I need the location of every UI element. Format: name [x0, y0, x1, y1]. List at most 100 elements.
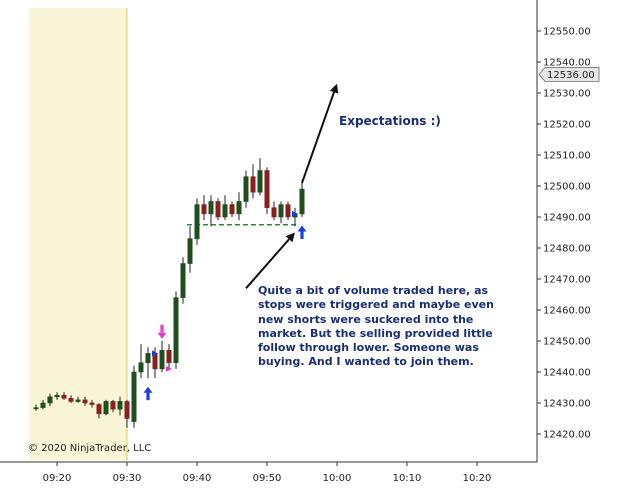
sell-arrow-head [157, 332, 167, 339]
annotation-arrows [245, 83, 339, 289]
price-tick-label: 12430.00 [543, 399, 591, 410]
pointer-shaft [245, 238, 290, 289]
candle-body-up [117, 401, 123, 410]
price-marker-label: 12536.00 [547, 70, 595, 81]
buy-signal-arrow [143, 386, 153, 401]
candle [278, 201, 284, 224]
candle-body-down [250, 176, 256, 193]
candle [33, 404, 39, 411]
price-axis: 12550.00 12540.00 12530.00 12520.00 12510.00… [536, 0, 591, 462]
candle-body-up [40, 402, 46, 408]
price-marker-box [538, 67, 600, 82]
candle-body-down [152, 353, 158, 370]
candle [243, 170, 249, 208]
candle [61, 392, 67, 400]
candle [82, 396, 88, 407]
annotation-volume-note: Quite a bit of volume traded here, as st… [258, 284, 518, 370]
candle-body-up [75, 399, 81, 402]
time-tick-label: 10:10 [393, 473, 422, 484]
price-tick-label: 12530.00 [543, 89, 591, 100]
candle [96, 403, 102, 419]
candle [145, 347, 151, 379]
candle-body-up [194, 204, 200, 240]
annotation-line: Quite a bit of volume traded here, as [258, 284, 489, 297]
candle [222, 195, 228, 221]
candle-body-up [180, 263, 186, 298]
candle [110, 399, 116, 413]
candle [271, 201, 277, 221]
buy-arrow-head [297, 225, 307, 232]
price-tick-label: 12420.00 [543, 430, 591, 441]
time-tick-label: 10:00 [323, 473, 352, 484]
execution-marker [292, 210, 298, 217]
candle-body-down [124, 401, 130, 419]
annotation-line: new shorts were suckered into the [258, 312, 474, 326]
candle [257, 158, 263, 196]
buy-signal-arrow [297, 225, 307, 239]
sell-arrow-shaft [160, 324, 164, 333]
price-tick-label: 12550.00 [543, 27, 591, 38]
signal-markers [143, 210, 307, 401]
candle-body-down [166, 349, 172, 363]
candle [187, 226, 193, 273]
candle [138, 344, 144, 379]
price-tick-label: 12510.00 [543, 151, 591, 162]
time-tick-label: 09:50 [253, 473, 282, 484]
candle [250, 164, 256, 199]
candle [124, 399, 130, 428]
price-tick-label: 12490.00 [543, 213, 591, 224]
annotation-line: buying. And I wanted to join them. [258, 355, 474, 369]
candle [166, 344, 172, 369]
annotation-pointer [301, 83, 339, 184]
candle-body-up [138, 362, 144, 373]
candle [285, 201, 291, 221]
candle [103, 399, 109, 416]
price-tick-label: 12460.00 [543, 306, 591, 317]
annotation-expectations: Expectations :) [339, 114, 441, 128]
candle-body-down [68, 398, 74, 402]
candle-body-up [47, 396, 53, 404]
candle-body-down [89, 402, 95, 405]
buy-arrow-shaft [146, 392, 150, 401]
candle-body-up [222, 204, 228, 218]
candle-body-down [110, 401, 116, 410]
candle [236, 192, 242, 221]
pointer-head [285, 232, 295, 243]
candle [180, 257, 186, 304]
candle-body-up [299, 188, 305, 215]
candle [117, 396, 123, 416]
candle-body-up [159, 349, 165, 370]
candle [131, 365, 137, 428]
candle-body-down [61, 394, 67, 399]
current-price-marker: 12536.00 [538, 67, 600, 82]
candle-body-up [257, 170, 263, 193]
price-tick-label: 12440.00 [543, 368, 591, 379]
candle [292, 207, 298, 227]
candle [208, 195, 214, 227]
candle-body-down [285, 204, 291, 218]
candle-body-up [173, 297, 179, 364]
time-tick-label: 09:30 [113, 473, 142, 484]
time-tick-label: 10:20 [463, 473, 492, 484]
session-shading [29, 8, 127, 460]
candle [264, 167, 270, 214]
candle-body-up [236, 201, 242, 215]
price-tick-label: 12480.00 [543, 244, 591, 255]
annotation-line: follow through lower. Someone was [258, 341, 479, 355]
candle [68, 395, 74, 403]
candle-body-down [229, 204, 235, 215]
price-tick-label: 12540.00 [543, 58, 591, 69]
candle-body-up [103, 401, 109, 415]
candle [54, 392, 60, 400]
candle-body-up [243, 176, 249, 202]
buy-arrow-shaft [300, 231, 304, 239]
candle [40, 399, 46, 410]
candle [89, 399, 95, 408]
candle-body-up [33, 407, 39, 410]
candle-body-up [145, 353, 151, 363]
execution-marker [152, 350, 158, 357]
buy-arrow-head [143, 386, 153, 393]
candle [229, 201, 235, 217]
time-axis: 09:20 09:30 09:40 09:50 10:00 10:10 10:20 [0, 461, 537, 484]
